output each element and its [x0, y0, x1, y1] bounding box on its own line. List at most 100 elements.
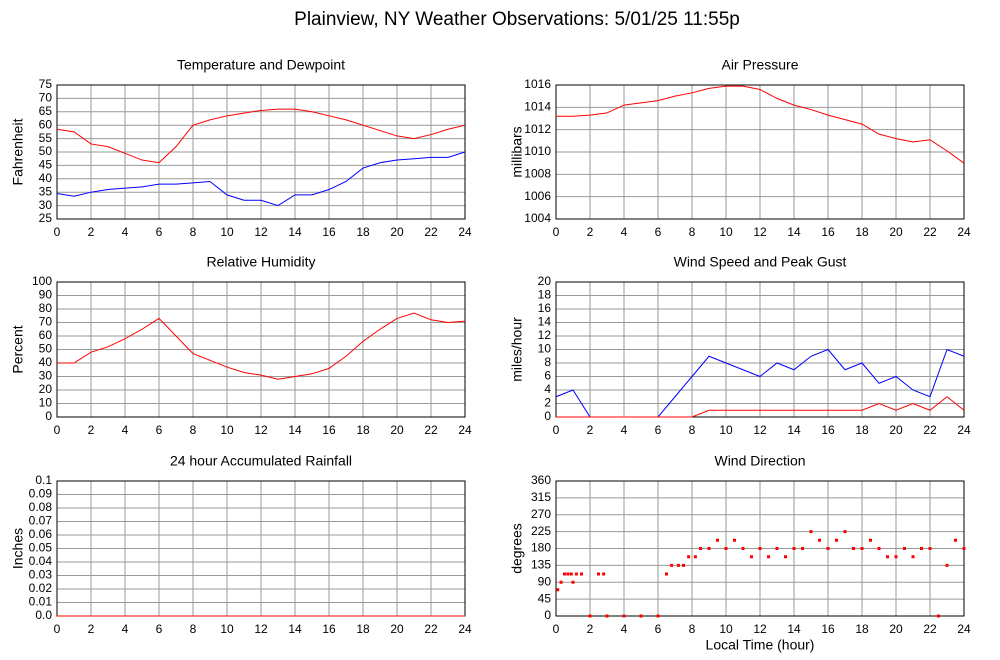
data-point	[860, 547, 864, 550]
data-point	[622, 614, 626, 618]
y-tick-label: 25	[39, 211, 53, 225]
data-point	[566, 572, 570, 576]
data-point	[665, 572, 668, 576]
y-tick-label: 0.03	[29, 568, 53, 582]
x-tick-label: 6	[156, 423, 163, 437]
data-point	[724, 547, 728, 550]
chart-title: Relative Humidity	[207, 254, 316, 270]
y-tick-label: 0.02	[29, 581, 53, 595]
x-tick-label: 24	[458, 225, 472, 239]
y-tick-label: 0.09	[29, 487, 53, 501]
y-tick-label: 45	[39, 158, 53, 172]
y-tick-label: 70	[39, 91, 53, 105]
data-point	[886, 555, 889, 559]
page-title: Plainview, NY Weather Observations: 5/01…	[294, 9, 740, 30]
data-point	[767, 555, 770, 559]
data-point	[801, 547, 804, 550]
data-point	[571, 580, 575, 584]
y-tick-label: 0.04	[29, 554, 53, 568]
data-point	[843, 530, 847, 534]
x-tick-label: 2	[88, 225, 95, 239]
chart-title: 24 hour Accumulated Rainfall	[170, 453, 352, 469]
x-tick-label: 4	[621, 423, 628, 437]
plot-frame	[56, 281, 466, 418]
data-point	[928, 547, 932, 550]
x-tick-label: 14	[787, 225, 801, 239]
x-tick-label: 4	[122, 622, 129, 636]
x-tick-label: 10	[719, 622, 733, 636]
x-tick-label: 22	[424, 622, 438, 636]
data-point	[670, 563, 674, 567]
x-tick-label: 8	[689, 225, 696, 239]
y-axis-label: Fahrenheit	[10, 118, 26, 185]
x-tick-label: 8	[190, 423, 197, 437]
data-point	[750, 555, 753, 559]
data-point	[656, 614, 660, 618]
data-line	[56, 151, 466, 207]
y-tick-label: 2	[544, 396, 551, 410]
x-tick-label: 16	[821, 622, 835, 636]
y-tick-label: 0.05	[29, 541, 53, 555]
chart-title: Temperature and Dewpoint	[177, 57, 345, 73]
y-tick-label: 18	[538, 288, 552, 302]
y-tick-label: 50	[39, 144, 53, 158]
data-point	[758, 547, 762, 550]
data-point	[920, 547, 923, 550]
y-tick-label: 35	[39, 184, 53, 198]
y-tick-label: 0.06	[29, 527, 53, 541]
x-tick-label: 12	[753, 225, 767, 239]
x-tick-label: 20	[390, 423, 404, 437]
x-tick-label: 2	[88, 622, 95, 636]
data-point	[556, 588, 560, 592]
x-tick-label: 0	[553, 423, 560, 437]
x-tick-label: 10	[220, 622, 234, 636]
y-axis-label: Inches	[10, 528, 26, 569]
x-tick-label: 24	[957, 622, 971, 636]
data-line	[57, 312, 466, 380]
y-tick-label: 135	[531, 558, 551, 572]
x-tick-label: 12	[753, 622, 767, 636]
y-tick-label: 1010	[524, 144, 551, 158]
y-tick-label: 45	[538, 591, 552, 605]
data-point	[682, 563, 685, 567]
x-tick-label: 20	[889, 622, 903, 636]
x-tick-label: 8	[190, 225, 197, 239]
x-tick-label: 14	[288, 622, 302, 636]
data-point	[954, 538, 957, 542]
x-tick-label: 24	[458, 423, 472, 437]
data-point	[784, 555, 787, 559]
data-point	[580, 572, 583, 576]
x-tick-label: 24	[458, 622, 472, 636]
y-tick-label: 1012	[524, 122, 551, 136]
y-tick-label: 60	[39, 328, 53, 342]
data-point	[903, 547, 906, 550]
y-tick-label: 6	[544, 369, 551, 383]
x-tick-label: 10	[719, 225, 733, 239]
data-point	[699, 547, 702, 550]
x-tick-label: 8	[689, 423, 696, 437]
data-point	[869, 538, 872, 542]
data-point	[877, 547, 881, 550]
data-line	[56, 108, 466, 164]
x-tick-label: 2	[88, 423, 95, 437]
x-tick-label: 22	[923, 423, 937, 437]
data-point	[792, 547, 796, 550]
x-tick-label: 14	[787, 622, 801, 636]
data-point	[741, 547, 745, 550]
data-point	[835, 538, 838, 542]
y-axis-label: Percent	[10, 325, 26, 373]
data-point	[687, 555, 691, 559]
x-tick-label: 4	[122, 225, 129, 239]
data-point	[775, 547, 779, 550]
x-tick-label: 2	[587, 423, 594, 437]
y-tick-label: 20	[538, 274, 552, 288]
y-tick-label: 1006	[524, 189, 551, 203]
data-point	[733, 538, 736, 542]
x-tick-label: 20	[889, 225, 903, 239]
data-point	[716, 538, 719, 542]
data-point	[693, 555, 697, 559]
data-point	[569, 572, 573, 576]
x-tick-label: 16	[821, 423, 835, 437]
data-point	[559, 580, 563, 584]
